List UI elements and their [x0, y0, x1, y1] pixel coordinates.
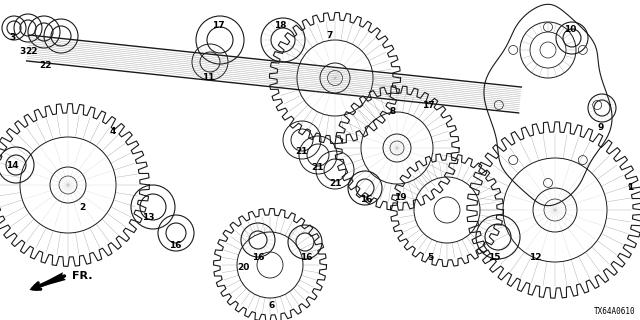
Text: 13: 13 [141, 213, 154, 222]
Text: 16: 16 [252, 253, 264, 262]
Text: 16: 16 [169, 241, 181, 250]
Text: 17: 17 [212, 20, 224, 29]
Text: 9: 9 [598, 124, 604, 132]
Text: 10: 10 [564, 26, 576, 35]
Text: 15: 15 [488, 253, 500, 262]
Text: TX64A0610: TX64A0610 [595, 307, 636, 316]
Text: 4: 4 [110, 127, 116, 137]
Text: 20: 20 [237, 263, 249, 273]
Text: 5: 5 [427, 253, 433, 262]
Text: 12: 12 [529, 253, 541, 262]
Text: 21: 21 [296, 148, 308, 156]
Text: 18: 18 [274, 20, 286, 29]
Text: 3: 3 [19, 47, 25, 57]
Text: 19: 19 [394, 194, 406, 203]
Text: 21: 21 [329, 179, 341, 188]
Text: 7: 7 [327, 30, 333, 39]
Text: 1: 1 [627, 183, 633, 193]
Text: 16: 16 [360, 196, 372, 204]
Text: 11: 11 [202, 74, 214, 83]
Text: 8: 8 [390, 108, 396, 116]
Text: 14: 14 [6, 161, 19, 170]
Text: FR.: FR. [72, 271, 93, 281]
Text: 3: 3 [9, 34, 15, 43]
Text: 6: 6 [269, 300, 275, 309]
Text: 21: 21 [312, 164, 324, 172]
Text: 16: 16 [300, 253, 312, 262]
Text: 22: 22 [39, 60, 51, 69]
Text: 22: 22 [26, 47, 38, 57]
Text: 17: 17 [422, 100, 435, 109]
Text: 2: 2 [79, 204, 85, 212]
